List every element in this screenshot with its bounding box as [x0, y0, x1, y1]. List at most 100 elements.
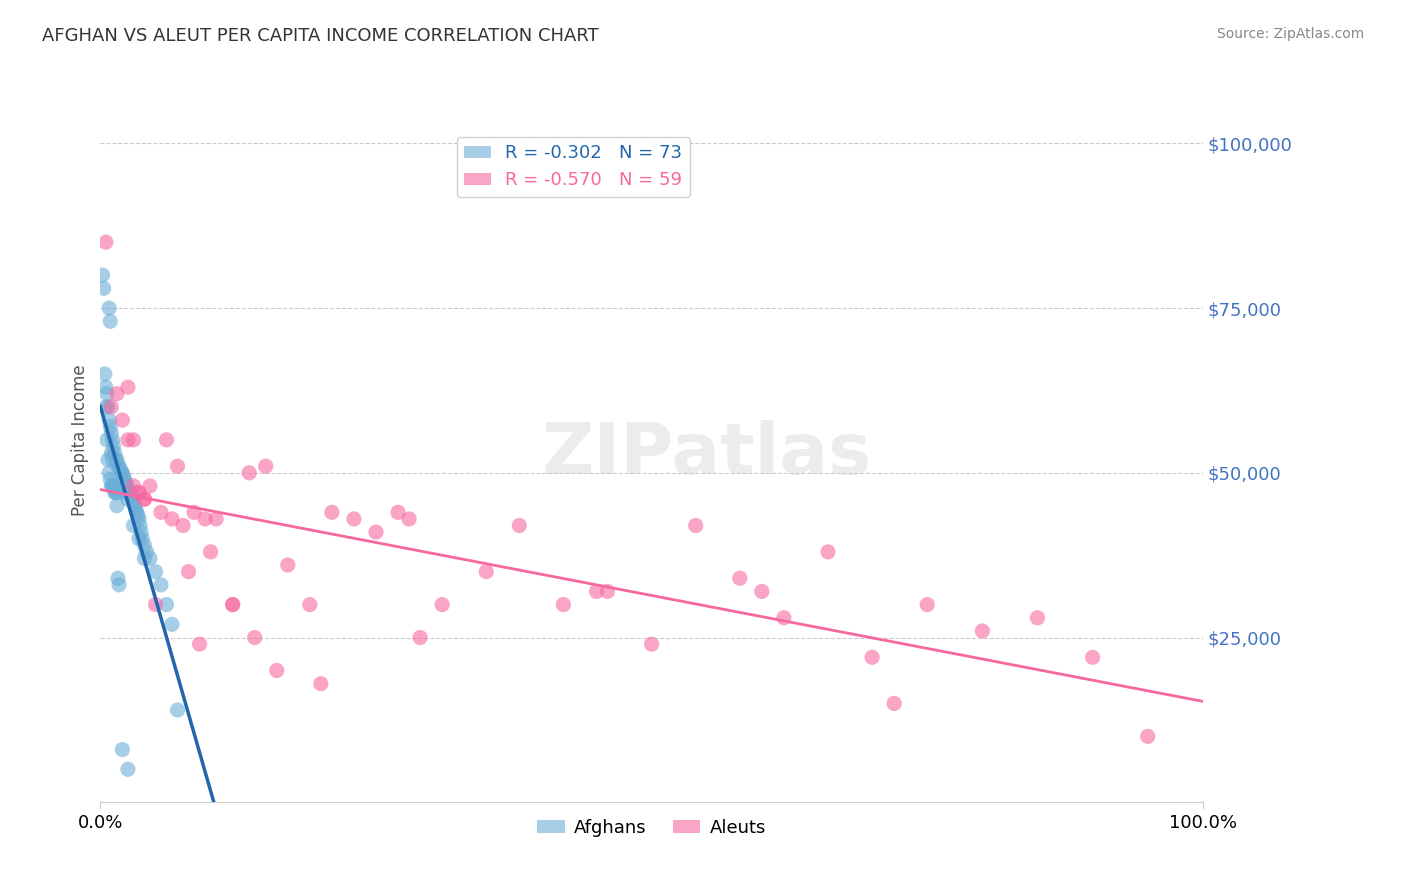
Point [817, 545, 839, 559]
Point [91, 268, 114, 282]
Point [266, 664, 288, 678]
Point [104, 485, 127, 500]
Point [108, 462, 131, 476]
Point [104, 452, 127, 467]
Point [585, 584, 607, 599]
Point [111, 413, 134, 427]
Point [98, 413, 121, 427]
Point [139, 479, 162, 493]
Point [145, 565, 167, 579]
Point [120, 485, 142, 500]
Point [134, 492, 156, 507]
Point [183, 505, 205, 519]
Point [1026, 611, 1049, 625]
Point [103, 439, 125, 453]
Point [160, 617, 183, 632]
Point [94, 380, 117, 394]
Point [117, 492, 139, 507]
Point [122, 433, 145, 447]
Point [150, 578, 173, 592]
Point [1136, 730, 1159, 744]
Point [177, 565, 200, 579]
Point [145, 598, 167, 612]
Point [98, 472, 121, 486]
Point [685, 518, 707, 533]
Point [773, 611, 796, 625]
Point [122, 518, 145, 533]
Point [101, 452, 124, 467]
Point [125, 505, 148, 519]
Point [343, 512, 366, 526]
Point [114, 475, 136, 490]
Point [111, 485, 134, 500]
Point [104, 483, 127, 497]
Point [321, 505, 343, 519]
Point [100, 400, 122, 414]
Text: ZIPatlas: ZIPatlas [541, 420, 872, 489]
Text: AFGHAN VS ALEUT PER CAPITA INCOME CORRELATION CHART: AFGHAN VS ALEUT PER CAPITA INCOME CORREL… [42, 27, 599, 45]
Point [108, 578, 131, 592]
Point [129, 518, 152, 533]
Point [194, 512, 217, 526]
Point [166, 703, 188, 717]
Point [101, 433, 124, 447]
Point [122, 479, 145, 493]
Point [508, 518, 530, 533]
Point [409, 631, 432, 645]
Point [277, 558, 299, 572]
Point [860, 650, 883, 665]
Point [131, 532, 153, 546]
Point [188, 637, 211, 651]
Point [124, 499, 146, 513]
Point [155, 433, 177, 447]
Point [94, 367, 117, 381]
Point [121, 492, 143, 507]
Point [122, 495, 145, 509]
Point [110, 466, 132, 480]
Point [104, 446, 127, 460]
Point [111, 742, 134, 756]
Point [150, 505, 173, 519]
Point [751, 584, 773, 599]
Point [117, 433, 139, 447]
Point [221, 598, 243, 612]
Point [118, 485, 141, 500]
Point [915, 598, 938, 612]
Point [104, 479, 127, 493]
Point [108, 459, 131, 474]
Point [98, 419, 121, 434]
Point [111, 466, 134, 480]
Point [107, 459, 129, 474]
Point [104, 485, 127, 500]
Point [298, 598, 321, 612]
Point [387, 505, 409, 519]
Point [101, 479, 124, 493]
Point [96, 433, 118, 447]
Point [105, 485, 128, 500]
Point [883, 697, 905, 711]
Point [134, 492, 156, 507]
Point [243, 631, 266, 645]
Point [96, 386, 118, 401]
Point [100, 446, 122, 460]
Point [200, 545, 222, 559]
Point [155, 598, 177, 612]
Point [124, 502, 146, 516]
Point [105, 499, 128, 513]
Point [1081, 650, 1104, 665]
Point [94, 400, 117, 414]
Point [98, 301, 121, 315]
Point [475, 565, 498, 579]
Point [221, 598, 243, 612]
Point [134, 551, 156, 566]
Point [254, 459, 277, 474]
Point [94, 235, 117, 249]
Point [103, 479, 125, 493]
Point [172, 518, 194, 533]
Point [128, 532, 150, 546]
Point [160, 512, 183, 526]
Point [100, 479, 122, 493]
Point [238, 466, 260, 480]
Text: Source: ZipAtlas.com: Source: ZipAtlas.com [1216, 27, 1364, 41]
Point [129, 525, 152, 540]
